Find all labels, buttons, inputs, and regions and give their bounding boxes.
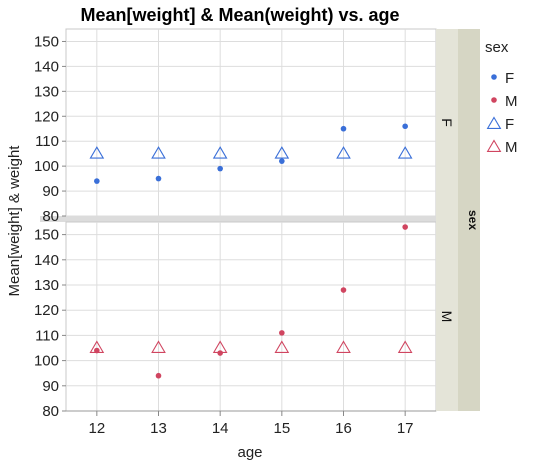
data-point-triangle-M — [212, 340, 228, 353]
y-tick-label: 150 — [34, 33, 59, 50]
data-point-triangle-F — [336, 146, 351, 159]
x-tick-label: 13 — [150, 420, 167, 437]
y-tick-label: 100 — [34, 353, 59, 370]
plot-area — [65, 221, 437, 412]
data-point-dot-F — [340, 125, 347, 132]
y-tick-label: 80 — [42, 403, 59, 420]
data-point-dot-M — [402, 224, 408, 230]
data-point-triangle-M — [397, 340, 413, 353]
data-point-dot-M — [340, 287, 347, 293]
y-tick-label: 130 — [34, 277, 59, 294]
x-tick-label: 12 — [88, 420, 105, 437]
data-point-dot-M — [155, 372, 162, 379]
data-point-dot-M — [279, 330, 285, 336]
legend-label: F — [505, 116, 514, 133]
x-tick-label: 16 — [335, 420, 352, 437]
chart-title: Mean[weight] & Mean(weight) vs. age — [80, 5, 399, 25]
y-tick-label: 120 — [34, 108, 59, 125]
y-tick-label: 120 — [34, 302, 59, 319]
x-tick-label: 14 — [212, 420, 229, 437]
legend-marker-triangle — [486, 139, 502, 152]
data-point-dot-F — [155, 175, 162, 182]
legend-marker-triangle — [486, 116, 502, 129]
data-point-dot-F — [279, 158, 285, 164]
y-tick-label: 130 — [34, 83, 59, 100]
y-tick-label: 150 — [34, 227, 59, 244]
panel-strips: sex F M — [436, 29, 480, 411]
legend-marker-dot — [491, 97, 497, 103]
group-strip-background — [458, 29, 480, 411]
data-point-dot-F — [217, 165, 223, 172]
x-tick-label: 17 — [397, 420, 414, 437]
panel-F: 80 90 100 110 120 130 140 150 — [34, 28, 437, 225]
data-point-dot-F — [402, 123, 408, 130]
x-axis-label: age — [237, 444, 262, 461]
y-tick-label: 140 — [34, 252, 59, 269]
data-point-triangle-F — [89, 146, 105, 159]
legend-label: M — [505, 93, 518, 110]
panel-strip-label-M: M — [439, 311, 455, 323]
panel-strip-label-F: F — [439, 118, 455, 127]
y-tick-label: 100 — [34, 158, 59, 175]
panel-separator — [40, 216, 436, 222]
y-tick-label: 90 — [42, 378, 59, 395]
data-point-triangle-M — [336, 340, 351, 353]
data-point-triangle-M — [151, 340, 166, 353]
y-tick-label: 110 — [35, 327, 59, 344]
data-point-triangle-M — [89, 340, 105, 353]
panel-strip-background — [436, 29, 458, 411]
legend-label: F — [505, 70, 514, 87]
data-point-triangle-M — [274, 340, 290, 353]
x-axis: 12 13 14 15 16 17 — [66, 410, 436, 437]
y-axis-label: Mean[weight] & weight — [6, 145, 23, 297]
legend-label: M — [505, 139, 518, 156]
plot-area — [65, 28, 437, 217]
data-point-triangle-F — [151, 146, 166, 159]
legend-marker-dot — [491, 74, 497, 80]
y-tick-label: 140 — [34, 58, 59, 75]
data-point-dot-M — [217, 350, 223, 356]
y-tick-label: 110 — [35, 133, 59, 150]
y-tick-label: 90 — [42, 183, 59, 200]
plot-panels: 80 90 100 110 120 130 140 150 80 90 100 110 120 130 14… — [34, 28, 437, 420]
group-strip-label: sex — [466, 210, 480, 230]
data-point-triangle-F — [212, 146, 228, 159]
legend-title: sex — [485, 39, 509, 56]
y-tick-label: 80 — [42, 208, 59, 225]
data-point-triangle-F — [274, 146, 290, 159]
x-tick-label: 15 — [273, 420, 290, 437]
data-point-triangle-F — [397, 146, 413, 159]
data-point-dot-F — [94, 178, 100, 184]
panel-M: 80 90 100 110 120 130 140 150 — [34, 221, 437, 420]
